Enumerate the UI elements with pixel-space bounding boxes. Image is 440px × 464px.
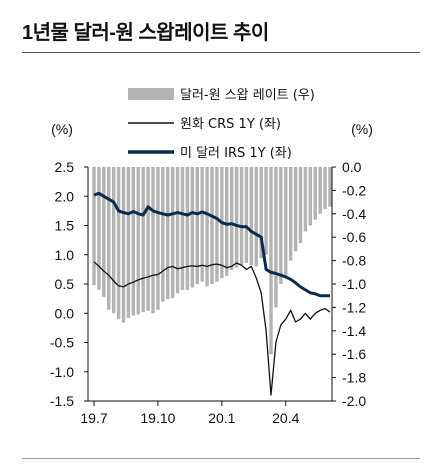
swap-rate-bar — [303, 167, 308, 232]
swap-rate-bar — [195, 167, 199, 284]
swap-rate-bar — [111, 167, 116, 314]
left-axis-unit: (%) — [51, 121, 73, 137]
right-tick-label: -0.6 — [342, 229, 366, 245]
swap-rate-bar — [328, 167, 332, 207]
chart-axes — [84, 166, 336, 406]
swap-rate-bar — [269, 167, 273, 355]
swap-rate-bar — [323, 167, 327, 210]
swap-rate-bar — [264, 167, 268, 255]
swap-rate-bar — [166, 167, 170, 300]
swap-rate-bar — [151, 167, 155, 314]
krw-crs-line — [93, 261, 331, 396]
chart-title: 1년물 달러-원 스왑레이트 추이 — [22, 22, 269, 44]
right-axis-unit: (%) — [351, 121, 373, 137]
swap-rate-bar — [136, 167, 140, 315]
x-tick-label: 19.10 — [140, 410, 175, 426]
bottom-rule — [22, 458, 420, 459]
swap-rate-bar — [200, 167, 204, 282]
right-tick-label: -0.8 — [342, 253, 366, 269]
swap-rate-bar — [229, 167, 234, 270]
swap-rate-bar — [308, 167, 313, 226]
swap-rate-bar — [254, 167, 258, 267]
swap-rate-bar — [141, 167, 145, 313]
swap-rate-bar — [274, 167, 278, 308]
swap-rate-bar — [146, 167, 150, 311]
x-tick-label: 19.7 — [80, 410, 107, 426]
chart-lines — [93, 191, 331, 396]
right-tick-label: -0.2 — [342, 182, 366, 198]
swap-rate-bar — [102, 167, 106, 297]
usd-irs-line — [93, 191, 330, 298]
swap-rate-bar — [131, 167, 136, 316]
legend-bar-swatch — [128, 88, 174, 100]
left-tick-label: 2.0 — [55, 188, 75, 204]
swap-rate-bar — [244, 167, 249, 263]
swap-rate-bar — [180, 167, 185, 290]
right-tick-label: -1.8 — [342, 370, 366, 386]
swap-rate-bar — [170, 167, 175, 299]
swap-rate-bar — [225, 167, 229, 276]
right-tick-label: -2.0 — [342, 393, 366, 409]
swap-rate-bar — [313, 167, 317, 220]
swap-rate-bar — [298, 167, 303, 244]
swap-rate-bar — [249, 167, 254, 266]
right-tick-label: 0.0 — [342, 159, 362, 175]
left-tick-label: 2.5 — [55, 159, 75, 175]
swap-rate-bar — [284, 167, 288, 279]
swap-rate-bar — [239, 167, 244, 266]
x-tick-label: 20.4 — [272, 410, 299, 426]
swap-rate-bar — [121, 167, 126, 323]
swap-rate-bar — [259, 167, 263, 259]
swap-rate-bar — [116, 167, 121, 320]
swap-rate-bar — [288, 167, 293, 261]
tick-labels: 2.5 2.0 1.5 1.0 0.5 0.0 -0.5 -1.0 -1.5 0.0 -0.2 -0.… — [50, 121, 373, 426]
swap-rate-bar — [210, 167, 214, 284]
left-tick-label: -0.5 — [50, 335, 74, 351]
swap-rate-bar — [175, 167, 180, 294]
right-tick-label: -1.4 — [342, 323, 366, 339]
swap-rate-bar — [205, 167, 209, 287]
legend-label: 미 달러 IRS 1Y (좌) — [180, 146, 292, 161]
right-tick-label: -1.0 — [342, 276, 366, 292]
swap-rate-bar — [185, 167, 190, 290]
right-tick-label: -0.4 — [342, 206, 366, 222]
left-tick-label: 1.0 — [55, 247, 75, 263]
left-tick-label: -1.5 — [50, 393, 74, 409]
swap-rate-bars — [92, 167, 332, 355]
swap-rate-bar — [161, 167, 165, 302]
legend-label: 달러-원 스왑 레이트 (우) — [180, 88, 315, 103]
left-tick-label: 1.5 — [55, 218, 75, 234]
title-rule — [22, 52, 420, 53]
right-tick-label: -1.2 — [342, 299, 366, 315]
swap-rate-bar — [293, 167, 298, 252]
swap-rate-bar — [279, 167, 283, 284]
swap-rate-bar — [92, 167, 96, 286]
swap-rate-bar — [107, 167, 111, 310]
left-tick-label: 0.0 — [55, 305, 75, 321]
x-tick-label: 20.1 — [208, 410, 235, 426]
left-tick-label: -1.0 — [50, 364, 74, 380]
left-tick-label: 0.5 — [55, 276, 75, 292]
swap-rate-bar — [156, 167, 160, 310]
swap-rate-bar — [318, 167, 322, 214]
swap-rate-bar — [190, 167, 195, 288]
swap-rate-bar — [97, 167, 101, 290]
swap-rate-bar — [215, 167, 219, 282]
swap-rate-bar — [126, 167, 131, 318]
right-tick-label: -1.6 — [342, 346, 366, 362]
legend: 달러-원 스왑 레이트 (우) 원화 CRS 1Y (좌) 미 달러 IRS 1Y … — [128, 88, 315, 161]
legend-label: 원화 CRS 1Y (좌) — [180, 117, 281, 132]
swap-rate-bar — [234, 167, 239, 268]
